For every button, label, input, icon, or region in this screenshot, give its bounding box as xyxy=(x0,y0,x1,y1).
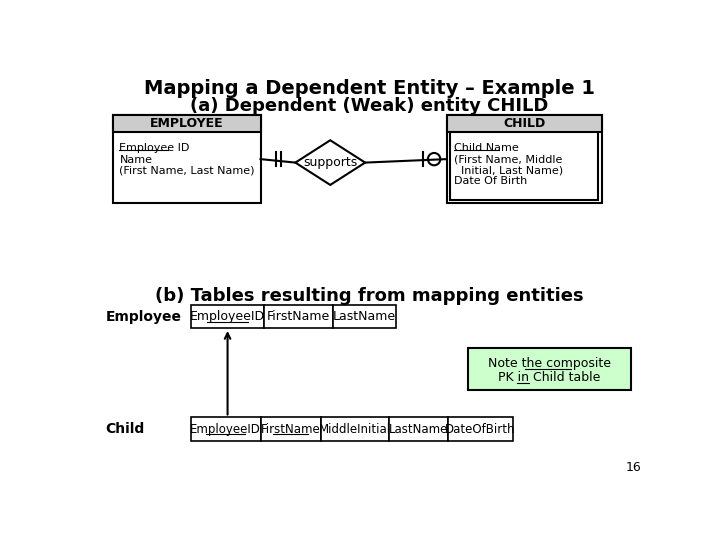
Text: (First Name, Middle: (First Name, Middle xyxy=(454,155,562,165)
Bar xyxy=(448,417,513,441)
Text: MiddleInitial: MiddleInitial xyxy=(319,422,391,435)
Text: (b) Tables resulting from mapping entities: (b) Tables resulting from mapping entiti… xyxy=(155,287,583,305)
Bar xyxy=(113,115,261,204)
Text: Name: Name xyxy=(120,155,153,165)
Bar xyxy=(451,119,598,200)
Text: PK in Child table: PK in Child table xyxy=(498,371,600,384)
Bar xyxy=(191,305,264,328)
Bar xyxy=(333,305,396,328)
Bar xyxy=(264,305,333,328)
Text: (a) Dependent (Weak) entity CHILD: (a) Dependent (Weak) entity CHILD xyxy=(190,97,548,115)
Text: Employee: Employee xyxy=(106,309,181,323)
Polygon shape xyxy=(295,140,365,185)
Text: Mapping a Dependent Entity – Example 1: Mapping a Dependent Entity – Example 1 xyxy=(143,79,595,98)
Bar xyxy=(446,115,601,132)
Text: EmployeeID: EmployeeID xyxy=(190,310,265,323)
Text: Child: Child xyxy=(106,422,145,436)
Text: Child Name: Child Name xyxy=(454,143,519,153)
Bar xyxy=(261,417,321,441)
Text: supports: supports xyxy=(303,156,357,169)
Bar xyxy=(191,417,261,441)
Text: Date Of Birth: Date Of Birth xyxy=(454,177,528,186)
Circle shape xyxy=(428,153,441,165)
Bar xyxy=(468,348,631,390)
Text: Employee ID: Employee ID xyxy=(120,143,190,153)
Text: 16: 16 xyxy=(626,462,642,475)
Bar xyxy=(321,417,389,441)
Text: FirstName: FirstName xyxy=(261,422,320,435)
Text: FirstName: FirstName xyxy=(267,310,330,323)
Text: LastName: LastName xyxy=(389,422,449,435)
Text: Note the composite: Note the composite xyxy=(488,357,611,370)
Text: Initial, Last Name): Initial, Last Name) xyxy=(454,166,563,176)
Bar xyxy=(389,417,448,441)
Text: LastName: LastName xyxy=(333,310,396,323)
Text: DateOfBirth: DateOfBirth xyxy=(446,422,516,435)
Text: CHILD: CHILD xyxy=(503,117,545,130)
Text: (First Name, Last Name): (First Name, Last Name) xyxy=(120,166,255,176)
Text: EMPLOYEE: EMPLOYEE xyxy=(150,117,224,130)
Bar xyxy=(113,115,261,132)
Text: EmployeeID: EmployeeID xyxy=(190,422,261,435)
Bar xyxy=(446,115,601,204)
